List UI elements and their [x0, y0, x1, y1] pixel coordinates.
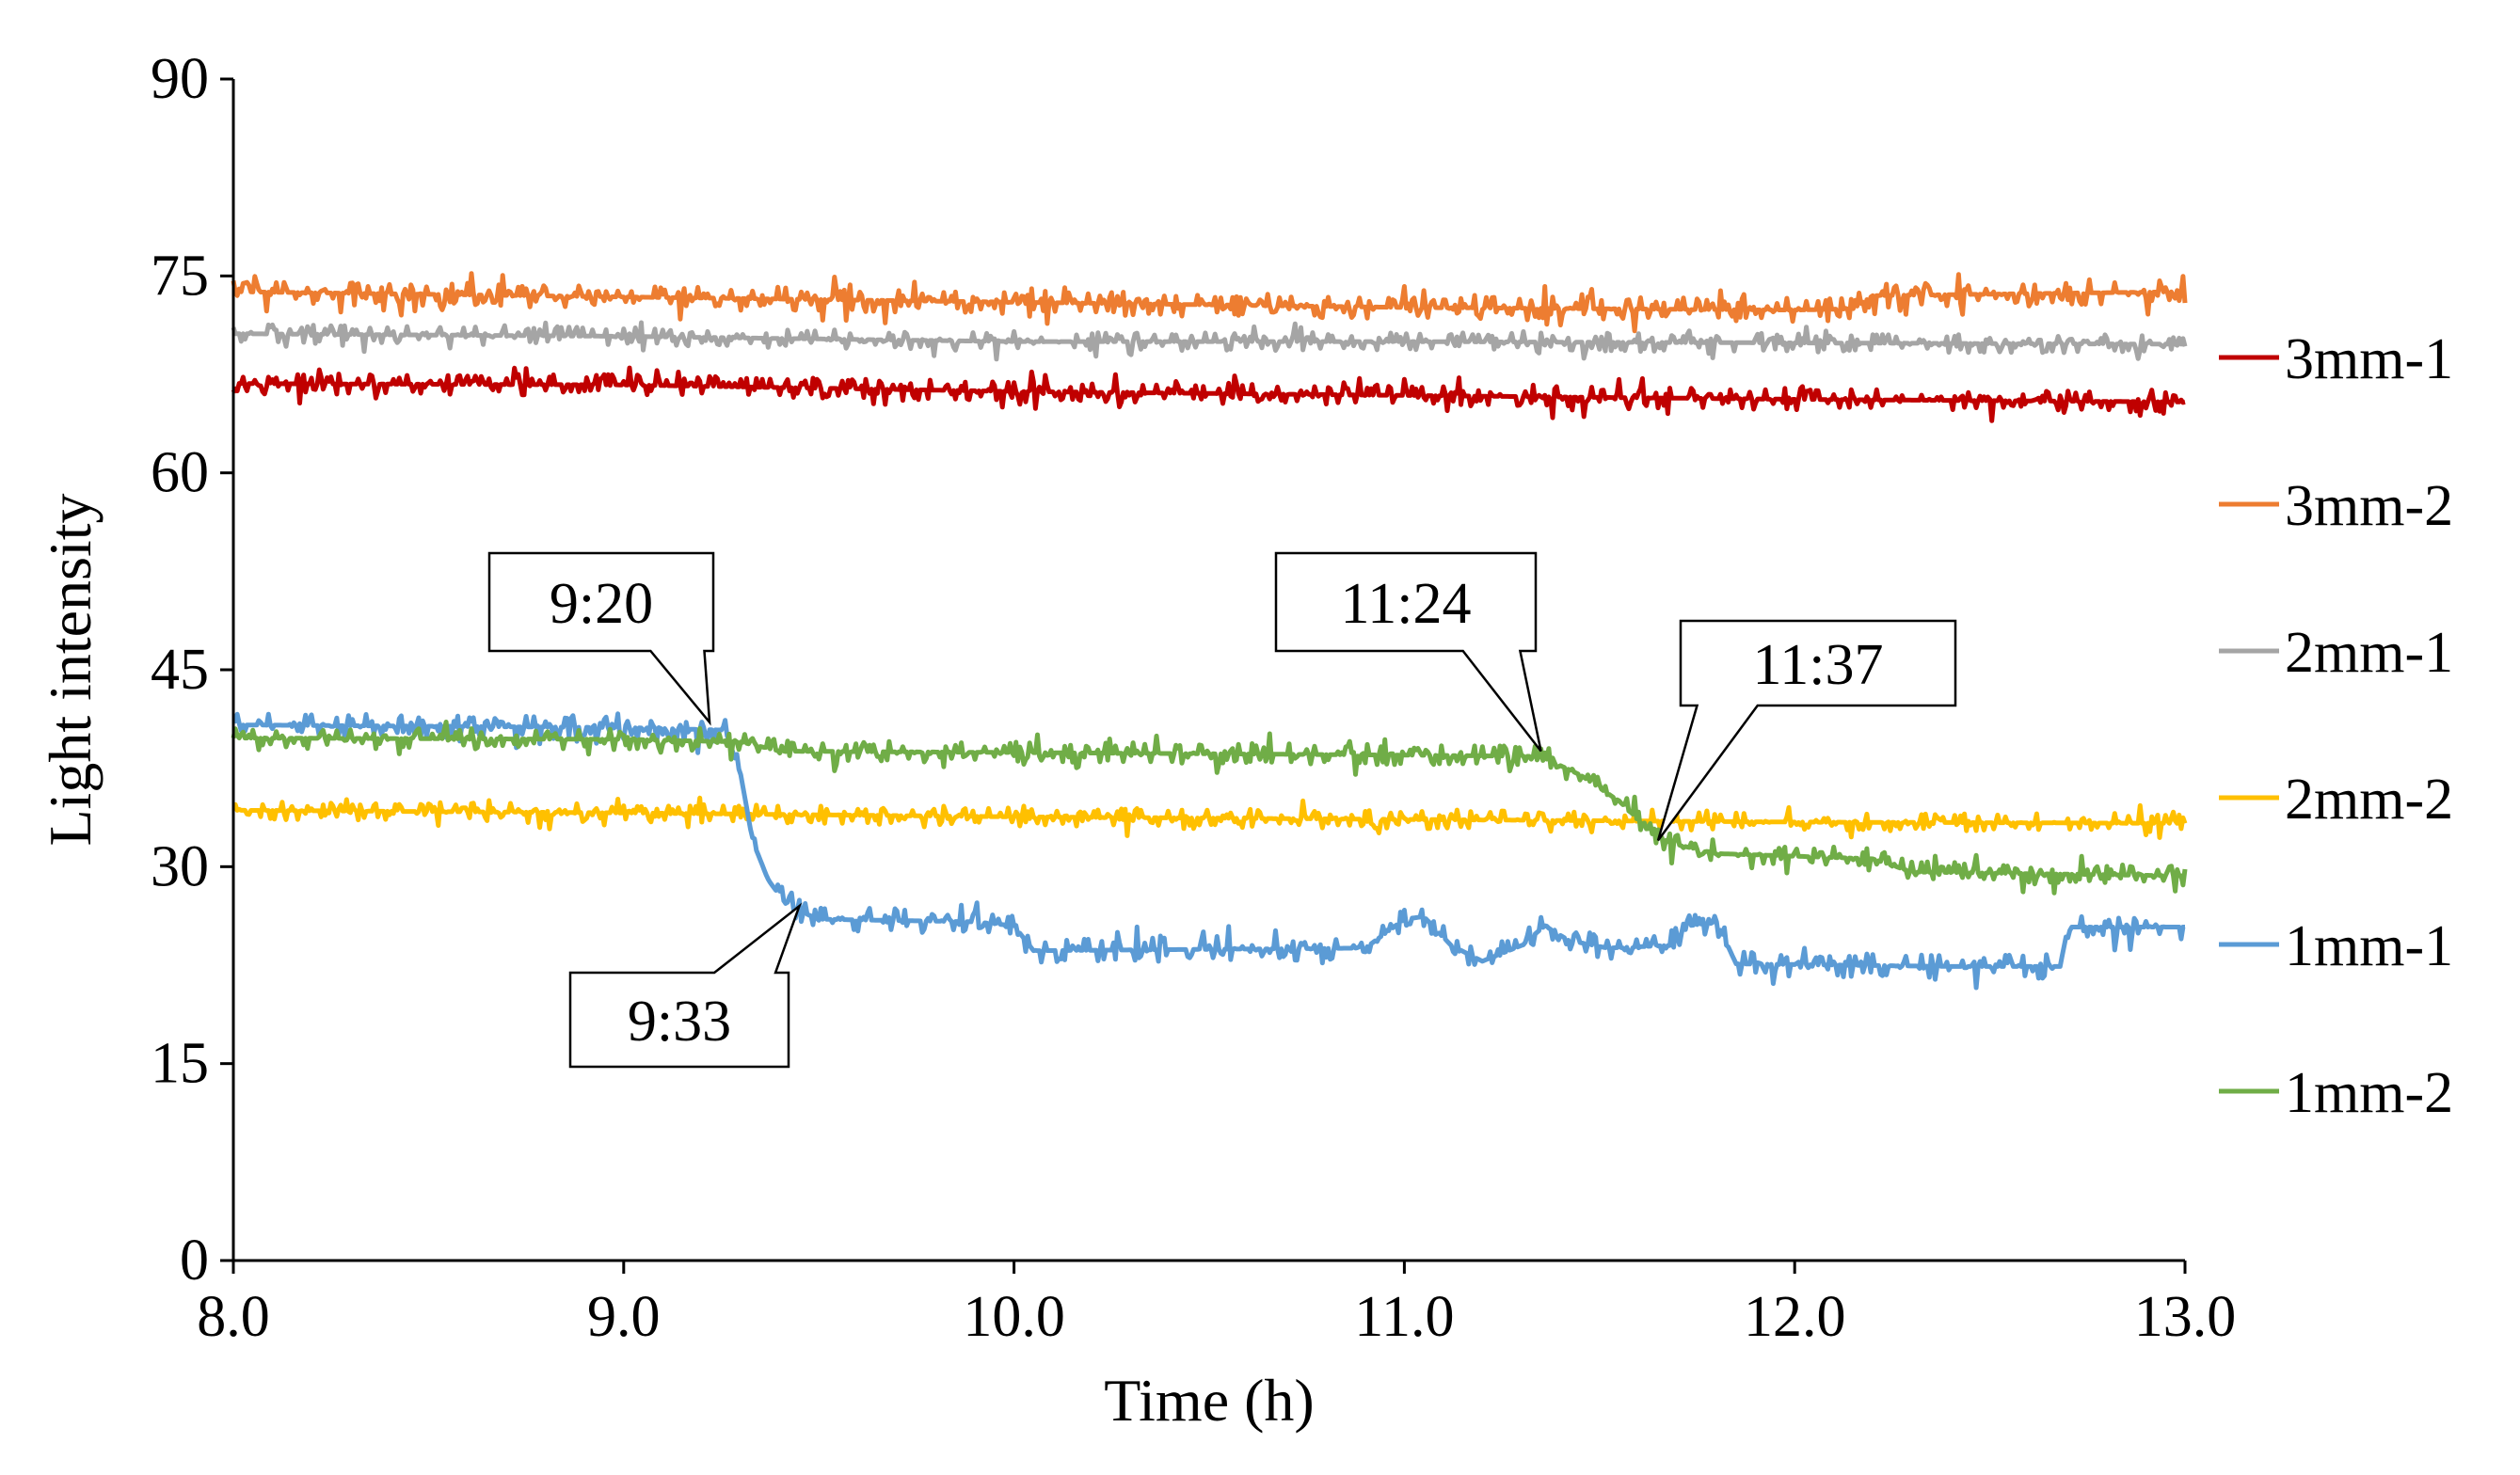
- series-line-1mm-1: [231, 711, 2186, 991]
- y-tick-label: 0: [180, 1229, 209, 1293]
- x-tick-label: 8.0: [197, 1285, 270, 1349]
- callout-box: [487, 551, 715, 726]
- x-tick-label: 12.0: [1744, 1285, 1846, 1349]
- callout-label: 9:33: [628, 990, 731, 1054]
- legend-label-1mm-1: 1mm-1: [2285, 914, 2453, 978]
- legend: 3mm-1 3mm-2 2mm-1 2mm-2 1mm-1 1mm-2: [2219, 327, 2453, 1125]
- series-layer: [231, 271, 2188, 991]
- y-tick-label: 60: [151, 441, 209, 505]
- x-axis-title: Time (h): [1104, 1367, 1314, 1434]
- x-tick-label: 11.0: [1354, 1285, 1454, 1349]
- x-tick-label: 10.0: [963, 1285, 1065, 1349]
- y-axis-title: Light intensity: [37, 493, 104, 846]
- series-line-3mm-1: [231, 365, 2186, 423]
- series-line-3mm-2: [231, 271, 2188, 334]
- series-line-2mm-2: [231, 795, 2188, 840]
- y-tick-label: 75: [151, 244, 209, 308]
- legend-label-2mm-1: 2mm-1: [2285, 621, 2453, 685]
- tick-layer: 0 15 30 45 60 75 90 8.0 9.0 10.0 11.0 12.0 13.0: [151, 47, 2236, 1349]
- callout-label: 11:24: [1341, 572, 1472, 636]
- callout-label: 11:37: [1753, 633, 1884, 697]
- x-tick-label: 9.0: [587, 1285, 661, 1349]
- legend-label-3mm-1: 3mm-1: [2285, 327, 2453, 391]
- legend-label-2mm-2: 2mm-2: [2285, 768, 2453, 832]
- y-tick-label: 90: [151, 47, 209, 111]
- series-line-2mm-1: [231, 320, 2188, 362]
- legend-label-3mm-2: 3mm-2: [2285, 474, 2453, 538]
- annotation-layer: 9:20 9:33 11:24 11:37: [487, 551, 1957, 1069]
- callout-box: [1656, 619, 1957, 842]
- legend-label-1mm-2: 1mm-2: [2285, 1061, 2453, 1125]
- callout-box: [568, 902, 803, 1069]
- y-tick-label: 45: [151, 638, 209, 702]
- callout-label: 9:20: [550, 572, 653, 636]
- y-tick-label: 30: [151, 834, 209, 898]
- x-tick-label: 13.0: [2134, 1285, 2237, 1349]
- callout-box: [1274, 551, 1542, 753]
- y-tick-label: 15: [151, 1032, 209, 1096]
- series-line-1mm-2: [231, 720, 2188, 896]
